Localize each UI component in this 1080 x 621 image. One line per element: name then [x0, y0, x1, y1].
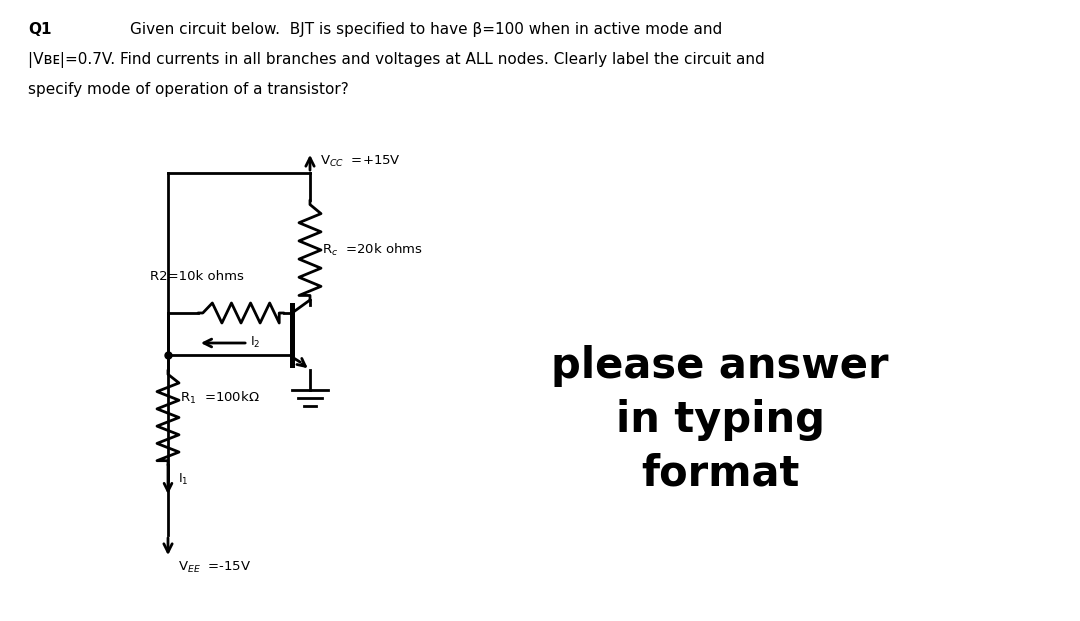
Text: Q1: Q1 [28, 22, 52, 37]
Text: I$_1$: I$_1$ [178, 471, 189, 486]
Text: R$_1$  =100kΩ: R$_1$ =100kΩ [180, 390, 259, 406]
Text: please answer
in typing
format: please answer in typing format [551, 345, 889, 494]
Text: I$_2$: I$_2$ [249, 335, 260, 350]
Text: |Vʙᴇ|=0.7V. Find currents in all branches and voltages at ALL nodes. Clearly lab: |Vʙᴇ|=0.7V. Find currents in all branche… [28, 52, 765, 68]
Text: R2=10k ohms: R2=10k ohms [150, 270, 244, 283]
Text: V$_{EE}$  =-15V: V$_{EE}$ =-15V [178, 560, 252, 575]
Text: Given circuit below.  BJT is specified to have β=100 when in active mode and: Given circuit below. BJT is specified to… [130, 22, 723, 37]
Text: V$_{CC}$  =+15V: V$_{CC}$ =+15V [320, 154, 401, 169]
Text: R$_c$  =20k ohms: R$_c$ =20k ohms [322, 242, 422, 258]
Text: specify mode of operation of a transistor?: specify mode of operation of a transisto… [28, 82, 349, 97]
